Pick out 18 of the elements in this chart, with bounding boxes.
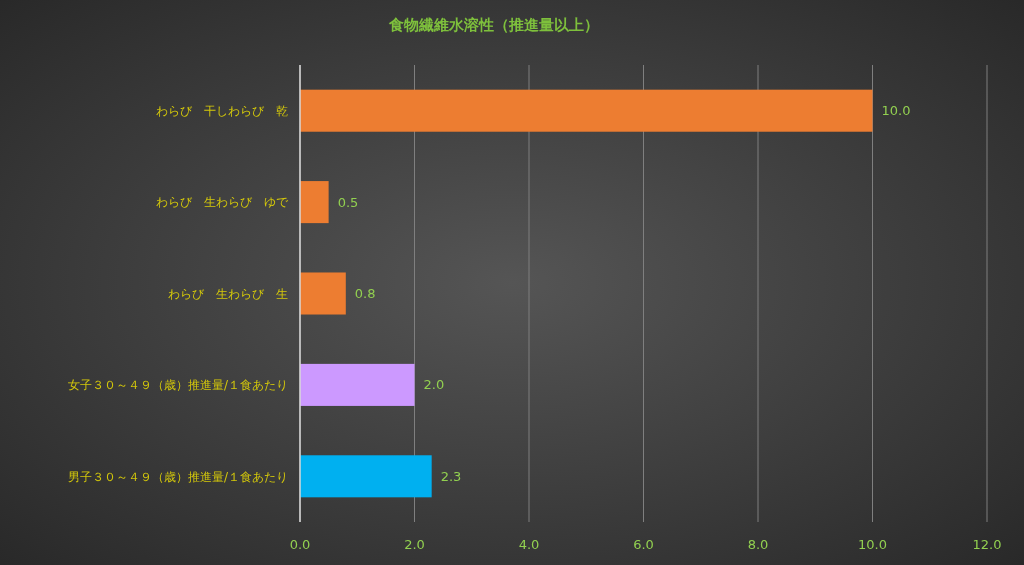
data-label: 0.8 <box>354 286 376 302</box>
data-label: 2.0 <box>423 377 445 393</box>
x-tick-label: 4.0 <box>518 537 540 552</box>
y-tick-label: 男子３０～４９（歳）推進量/１食あたり <box>67 469 288 484</box>
data-label: 10.0 <box>881 103 911 119</box>
x-tick-label: 12.0 <box>972 537 1002 552</box>
chart-title: 食物繊維水溶性（推進量以上） <box>387 16 599 34</box>
y-tick-label: わらび 生わらび ゆで <box>156 195 289 210</box>
x-tick-label: 10.0 <box>858 537 887 552</box>
data-label: 0.5 <box>337 194 359 210</box>
y-tick-label: 女子３０～４９（歳）推進量/１食あたり <box>67 378 288 393</box>
x-tick-label: 0.0 <box>289 537 311 552</box>
y-tick-label: わらび 干しわらび 乾 <box>156 103 288 118</box>
y-tick-label: わらび 生わらび 生 <box>168 286 288 301</box>
x-tick-label: 8.0 <box>747 537 769 552</box>
x-tick-label: 2.0 <box>404 537 425 552</box>
data-label: 2.3 <box>440 468 462 484</box>
x-tick-label: 6.0 <box>633 537 654 552</box>
